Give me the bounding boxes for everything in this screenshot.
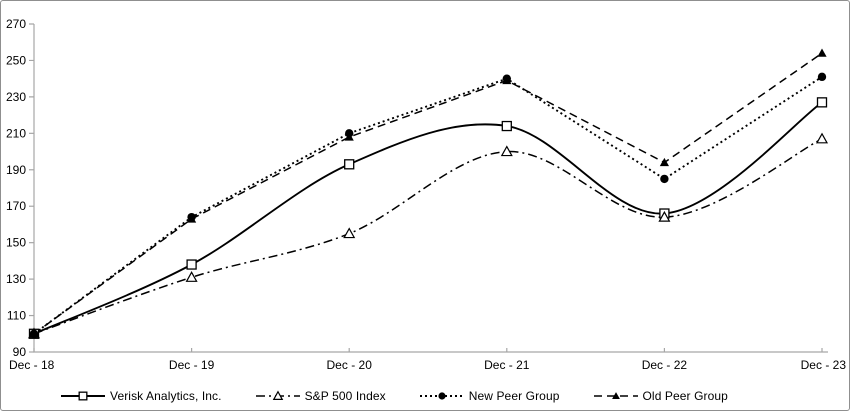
x-tick-label: Dec - 19 [169,358,215,372]
filled-triangle-legend-swatch-icon [593,392,638,400]
filled-circle-legend-swatch-icon [419,392,464,400]
legend-item-new-peer-group: New Peer Group [419,389,560,403]
chart-legend: Verisk Analytics, Inc. S&P 500 Index New P… [61,389,728,403]
filled-circle-marker [345,129,354,138]
legend-label-old-peer-group: Old Peer Group [642,389,728,403]
filled-triangle-marker [611,392,620,400]
y-tick-label: 210 [6,126,26,140]
y-tick-label: 90 [13,345,27,359]
open-square-marker [186,259,197,270]
legend-item-old-peer-group: Old Peer Group [593,389,728,403]
filled-circle-marker [187,212,196,222]
open-triangle-marker [272,390,283,400]
filled-circle-marker [29,329,39,338]
filled-circle-marker [502,74,511,83]
open-triangle-marker [343,227,356,239]
open-triangle-marker [500,145,513,157]
x-tick-label: Dec - 21 [484,358,530,372]
open-square-marker [816,97,828,108]
open-triangle-marker [658,210,671,222]
filled-circle-marker [660,174,669,184]
y-tick-label: 230 [6,90,26,104]
open-triangle-marker [185,271,198,282]
x-tick-label: Dec - 22 [642,358,688,372]
filled-triangle-marker [817,48,827,57]
open-square-marker [501,120,512,132]
x-tick-label: Dec - 23 [801,358,847,372]
legend-item-s-p-500-index: S&P 500 Index [255,389,386,403]
y-tick-label: 190 [6,163,26,177]
legend-label-s-p-500-index: S&P 500 Index [304,389,386,403]
filled-triangle-marker [659,157,669,167]
series-line-new-peer-group [33,76,823,335]
y-tick-label: 110 [7,309,26,323]
open-square-legend-swatch-icon [61,391,105,401]
y-tick-label: 250 [6,53,26,67]
filled-circle-marker [817,72,827,82]
y-tick-label: 150 [6,236,26,250]
series-line-verisk-analytics-inc [33,101,823,335]
open-square-marker [344,159,355,170]
series-line-s-p-500-index [33,138,823,335]
x-tick-label: Dec - 18 [9,358,55,372]
series-line-old-peer-group [33,52,823,335]
open-triangle-legend-swatch-icon [255,390,300,400]
y-tick-label: 130 [6,272,26,286]
legend-label-new-peer-group: New Peer Group [468,389,560,403]
legend-label-verisk-analytics-inc: Verisk Analytics, Inc. [110,389,222,403]
open-triangle-marker [815,132,829,144]
legend-item-verisk-analytics-inc: Verisk Analytics, Inc. [61,389,222,403]
open-square-marker [78,391,88,401]
chart-plot-area: 90 110 130 150 170 190 210 230 250 270 Dec - 18 Dec… [6,17,847,372]
x-tick-label: Dec - 20 [327,358,373,372]
y-tick-label: 270 [6,17,26,31]
filled-circle-marker [438,392,446,400]
axes [33,24,828,353]
y-tick-label: 170 [6,199,26,213]
